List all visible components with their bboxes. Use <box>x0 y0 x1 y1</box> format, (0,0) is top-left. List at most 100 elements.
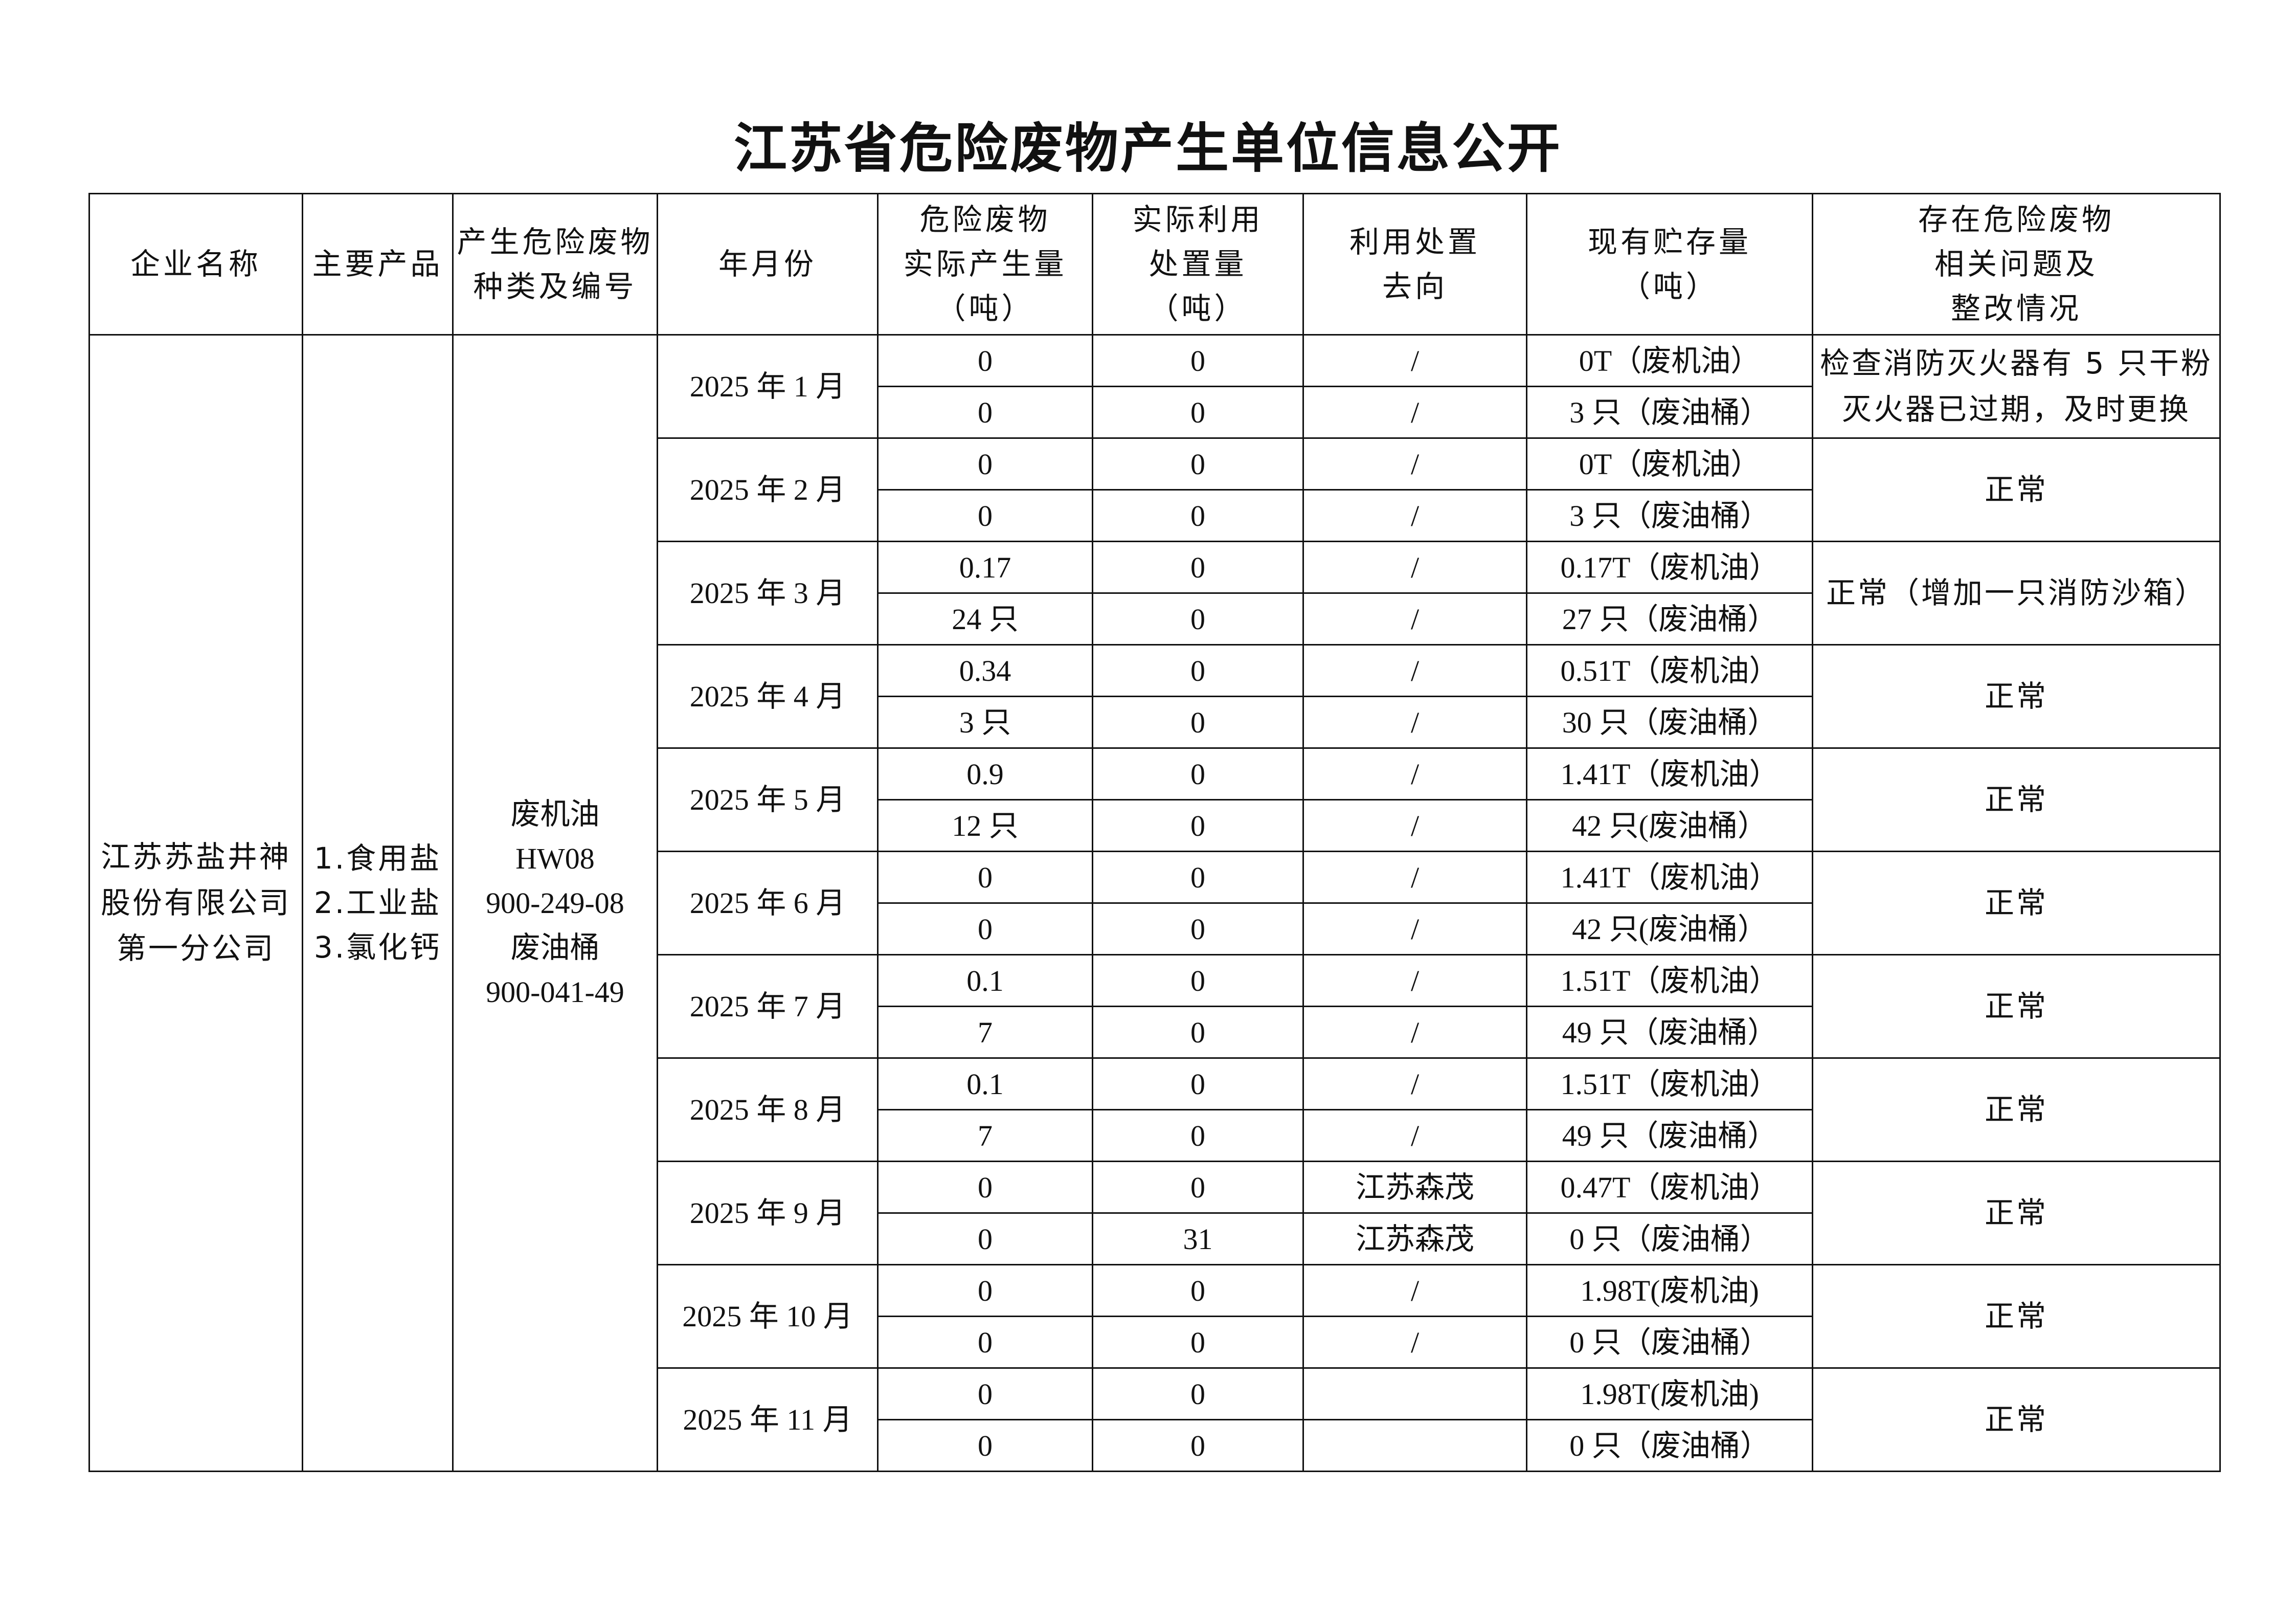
table-row: 0 0/3 只（废油桶） <box>89 386 2220 439</box>
table-row: 7 0/49 只（废油桶） <box>89 1006 2220 1059</box>
waste-type-item: 900-249-08 <box>486 886 624 920</box>
disposal-destination: / <box>1302 799 1527 852</box>
generated-amount: 7 <box>877 1006 1093 1059</box>
disposed-amount: 0 <box>1092 902 1304 955</box>
column-header: 年月份 <box>657 193 879 336</box>
table-row: 2025 年 5 月 0.9 0/1.41T（废机油） 正常 <box>89 747 2221 852</box>
disposed-amount: 0 <box>1092 592 1304 646</box>
disposal-destination: / <box>1302 1264 1527 1317</box>
disposal-destination: / <box>1302 437 1527 491</box>
generated-amount: 0.17 <box>877 541 1093 594</box>
disposed-amount: 0 <box>1092 954 1304 1007</box>
rectification-remark: 正常 <box>1812 747 2221 852</box>
disposal-destination: / <box>1302 902 1527 955</box>
storage-amount: 3 只（废油桶） <box>1526 489 1813 542</box>
generated-amount: 3 只 <box>877 696 1093 749</box>
month-cell: 2025 年 8 月 <box>657 1057 879 1162</box>
month-cell: 2025 年 6 月 <box>657 851 879 955</box>
column-header: 产生危险废物 种类及编号 <box>452 193 658 336</box>
generated-amount: 0 <box>877 1367 1093 1420</box>
hazardous-waste-table: 企业名称 主要产品 产生危险废物 种类及编号 年月份 危险废物 实际产生量 （吨） 实际利… <box>88 193 2221 1472</box>
rectification-remark: 正常 <box>1812 1057 2221 1162</box>
disposed-amount: 0 <box>1092 1367 1304 1420</box>
disposal-destination: / <box>1302 851 1527 904</box>
document-title: 江苏省危险废物产生单位信息公开 <box>733 117 1562 180</box>
storage-amount: 0 只（废油桶） <box>1526 1212 1813 1265</box>
generated-amount: 0 <box>877 851 1093 904</box>
disposal-destination: / <box>1302 1109 1527 1162</box>
waste-type-item: HW08 <box>515 842 595 875</box>
generated-amount: 24 只 <box>877 592 1093 646</box>
main-products: 1.食用盐 2.工业盐 3.氯化钙 <box>302 334 454 1472</box>
disposal-destination: / <box>1302 386 1527 439</box>
table-row: 12 只 0/42 只(废油桶） <box>89 799 2220 852</box>
rectification-remark: 检查消防灭火器有 5 只干粉灭火器已过期，及时更换 <box>1812 334 2221 439</box>
month-cell: 2025 年 9 月 <box>657 1161 879 1265</box>
disposal-destination: / <box>1302 1316 1527 1369</box>
table-row: 2025 年 9 月 0 0 江苏森茂 0.47T（废机油） 正常 <box>89 1161 2221 1265</box>
disposal-destination: / <box>1302 696 1527 749</box>
product-item: 2.工业盐 <box>313 885 442 920</box>
table-row: 7 0/49 只（废油桶） <box>89 1109 2220 1162</box>
column-header: 危险废物 实际产生量 （吨） <box>877 193 1093 336</box>
generated-amount: 0.9 <box>877 747 1093 800</box>
disposed-amount: 0 <box>1092 334 1304 387</box>
storage-amount: 1.98T(废机油) <box>1526 1264 1813 1317</box>
storage-amount: 0.47T（废机油） <box>1526 1161 1813 1214</box>
table-row: 2025 年 11 月 0 0 1.98T(废机油) 正常 <box>89 1367 2221 1472</box>
storage-amount: 0.17T（废机油） <box>1526 541 1813 594</box>
rectification-remark: 正常 <box>1812 954 2221 1059</box>
storage-amount: 1.41T（废机油） <box>1526 747 1813 800</box>
header-row: 企业名称 主要产品 产生危险废物 种类及编号 年月份 危险废物 实际产生量 （吨） 实际利… <box>88 193 2221 336</box>
storage-amount: 1.41T（废机油） <box>1526 851 1813 904</box>
product-item: 1.食用盐 <box>313 841 442 876</box>
column-header: 存在危险废物 相关问题及 整改情况 <box>1812 193 2221 336</box>
month-cell: 2025 年 2 月 <box>657 437 879 542</box>
month-cell: 2025 年 10 月 <box>657 1264 879 1369</box>
rectification-remark: 正常 <box>1812 1161 2221 1265</box>
table-row: 2025 年 4 月 0.34 0/0.51T（废机油） 正常 <box>89 644 2221 749</box>
disposal-destination: / <box>1302 541 1527 594</box>
disposed-amount: 0 <box>1092 1419 1304 1472</box>
month-cell: 2025 年 3 月 <box>657 541 879 646</box>
disposal-destination: / <box>1302 489 1527 542</box>
disposed-amount: 0 <box>1092 1264 1304 1317</box>
table-row: 2025 年 7 月 0.1 0/1.51T（废机油） 正常 <box>89 954 2221 1059</box>
disposal-destination: 江苏森茂 <box>1302 1161 1527 1214</box>
disposed-amount: 0 <box>1092 799 1304 852</box>
generated-amount: 0 <box>877 386 1093 439</box>
disposed-amount: 0 <box>1092 386 1304 439</box>
storage-amount: 42 只(废油桶） <box>1526 799 1813 852</box>
waste-type-item: 900-041-49 <box>486 975 624 1009</box>
table-row: 3 只 0/30 只（废油桶） <box>89 696 2220 749</box>
column-header: 利用处置 去向 <box>1302 193 1527 336</box>
disposal-destination: / <box>1302 1057 1527 1110</box>
column-header: 现有贮存量 （吨） <box>1526 193 1813 336</box>
table-row: 0 0/0 只（废油桶） <box>89 1316 2220 1369</box>
table-row: 2025 年 2 月 0 0/0T（废机油） 正常 <box>89 437 2221 542</box>
generated-amount: 0 <box>877 1212 1093 1265</box>
waste-type-item: 废油桶 <box>510 931 600 964</box>
disposed-amount: 0 <box>1092 1161 1304 1214</box>
disposed-amount: 31 <box>1092 1212 1304 1265</box>
disposal-destination <box>1302 1419 1527 1472</box>
generated-amount: 0 <box>877 334 1093 387</box>
disposal-destination: / <box>1302 747 1527 800</box>
table-row: 2025 年 8 月 0.1 0/1.51T（废机油） 正常 <box>89 1057 2221 1162</box>
disposed-amount: 0 <box>1092 1316 1304 1369</box>
month-cell: 2025 年 7 月 <box>657 954 879 1059</box>
storage-amount: 30 只（废油桶） <box>1526 696 1813 749</box>
generated-amount: 0.1 <box>877 954 1093 1007</box>
rectification-remark: 正常 <box>1812 437 2221 542</box>
disposal-destination: / <box>1302 592 1527 646</box>
table-row: 0 0/42 只(废油桶） <box>89 902 2220 955</box>
disposed-amount: 0 <box>1092 1057 1304 1110</box>
generated-amount: 0 <box>877 1316 1093 1369</box>
disposed-amount: 0 <box>1092 489 1304 542</box>
company-name: 江苏苏盐井神股份有限公司第一分公司 <box>88 334 303 1472</box>
storage-amount: 49 只（废油桶） <box>1526 1109 1813 1162</box>
table-row: 江苏苏盐井神股份有限公司第一分公司 1.食用盐 2.工业盐 3.氯化钙 废机油 HW08 9… <box>88 334 2221 1472</box>
product-item: 3.氯化钙 <box>313 930 442 965</box>
storage-amount: 0.51T（废机油） <box>1526 644 1813 697</box>
